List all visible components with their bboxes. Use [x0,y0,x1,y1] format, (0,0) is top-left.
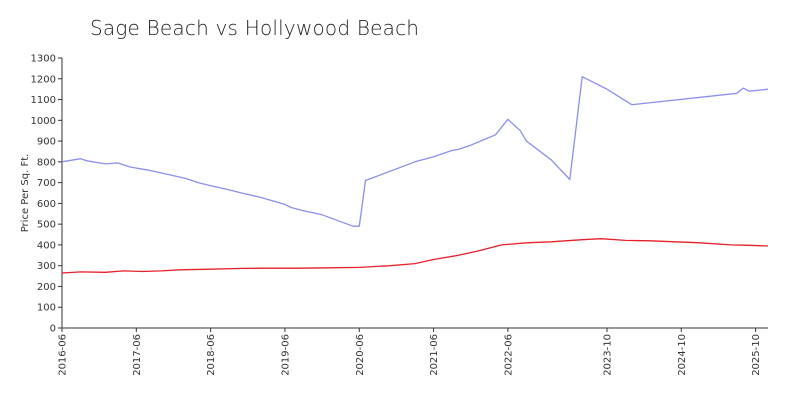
series-layer [61,76,769,274]
series-line-2 [61,238,769,274]
y-tick-label: 1000 [31,116,56,127]
x-tick-label: 2024-10 [677,334,688,376]
x-tick-label: 2018-06 [206,334,217,376]
y-tick-label: 500 [37,220,56,231]
x-tick-label: 2017-06 [132,334,143,376]
y-tick-label: 700 [37,178,56,189]
y-tick-label: 900 [37,137,56,148]
chart-title: Sage Beach vs Hollywood Beach [90,16,420,40]
x-tick-label: 2025-10 [751,334,762,376]
y-tick-label: 600 [37,199,56,210]
x-tick-label: 2019-06 [280,334,291,376]
x-tick-label: 2016-06 [58,334,69,376]
y-tick-label: 1300 [31,54,56,65]
y-tick-label: 800 [37,157,56,168]
y-axis-title: Price Per Sq. Ft. [20,154,31,233]
x-tick-label: 2021-06 [429,334,440,376]
y-tick-label: 0 [50,324,56,335]
y-tick-label: 200 [37,282,56,293]
labels-layer: 0 100 200 300 400 500 600 700 800 900 1000 1100 1200… [20,54,762,376]
y-tick-label: 400 [37,240,56,251]
x-tick-label: 2020-06 [355,334,366,376]
axes [58,57,768,332]
y-tick-label: 1200 [31,74,56,85]
y-tick-label: 1100 [31,95,56,106]
y-tick-label: 100 [37,303,56,314]
y-tick-label: 300 [37,261,56,272]
x-tick-label: 2023-10 [602,334,613,376]
series-line-1 [61,76,769,227]
x-tick-label: 2022-06 [503,334,514,376]
